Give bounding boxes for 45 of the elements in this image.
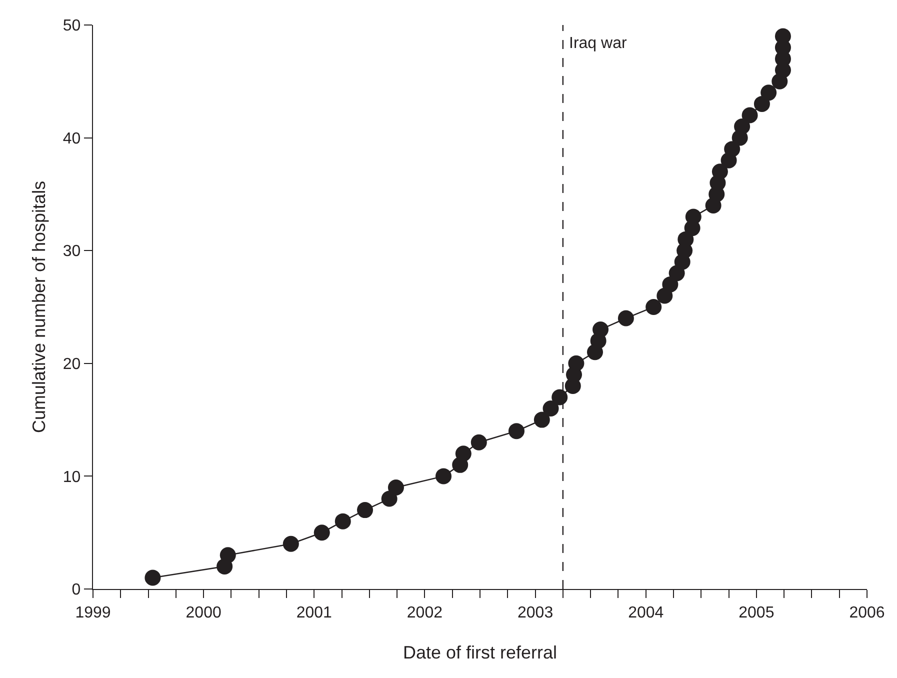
point xyxy=(712,164,728,180)
point xyxy=(282,536,299,552)
point xyxy=(552,389,568,406)
point xyxy=(455,446,472,462)
point xyxy=(742,107,758,124)
x-tick-label: 2002 xyxy=(406,604,443,622)
point xyxy=(334,513,351,530)
x-tick-label: 2005 xyxy=(738,604,774,622)
point xyxy=(542,400,559,417)
x-tick-label: 1999 xyxy=(75,604,111,622)
point xyxy=(734,118,750,135)
point xyxy=(534,412,550,428)
y-tick-label: 50 xyxy=(62,18,81,35)
point xyxy=(220,547,236,564)
point xyxy=(760,84,777,101)
point xyxy=(754,96,770,112)
point xyxy=(568,355,584,372)
point xyxy=(618,310,634,326)
ref-line-label: Iraq war xyxy=(569,35,628,52)
point xyxy=(724,141,740,158)
x-tick-label: 2003 xyxy=(517,604,554,622)
x-tick-label: 2001 xyxy=(296,604,332,622)
x-axis-title: Date of first referral xyxy=(402,642,558,662)
point xyxy=(678,231,694,248)
point xyxy=(357,502,374,518)
y-tick-label: 40 xyxy=(62,130,81,148)
point xyxy=(388,479,404,496)
point xyxy=(314,524,330,541)
point xyxy=(662,276,678,292)
y-tick-label: 10 xyxy=(62,468,81,486)
point xyxy=(144,570,161,586)
x-tick-label: 2004 xyxy=(628,604,664,622)
point xyxy=(592,322,609,338)
point xyxy=(646,299,662,315)
point xyxy=(381,490,398,507)
y-tick-label: 30 xyxy=(62,243,81,260)
y-axis-title: Cumulative number of hospitals xyxy=(29,180,50,434)
y-tick-label: 0 xyxy=(72,582,81,599)
point xyxy=(685,208,702,225)
point xyxy=(508,423,524,440)
point xyxy=(436,468,452,484)
y-tick-label: 20 xyxy=(62,356,81,373)
x-tick-label: 2006 xyxy=(849,604,885,622)
x-tick-label: 2000 xyxy=(186,604,222,622)
point xyxy=(470,434,487,450)
